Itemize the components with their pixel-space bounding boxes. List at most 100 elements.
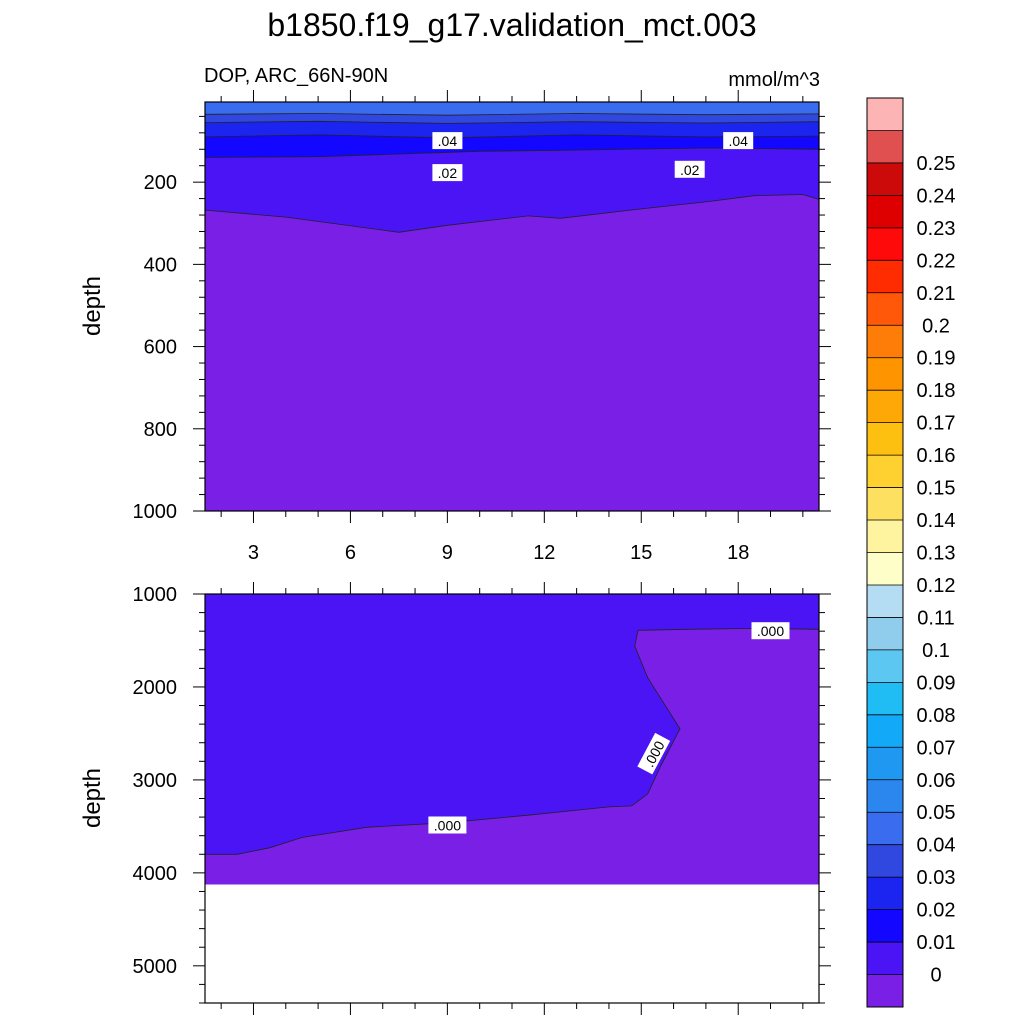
colorbar-box	[867, 682, 903, 716]
colorbar-label: 0.04	[917, 835, 956, 857]
x-tick-label: 3	[248, 542, 259, 564]
colorbar-box	[867, 812, 903, 845]
y-tick-label: 2000	[133, 677, 178, 699]
colorbar-box	[867, 260, 903, 294]
colorbar-box	[867, 98, 903, 131]
x-tick-label: 12	[533, 542, 555, 564]
colorbar-box	[867, 942, 903, 975]
x-tick-label: 6	[345, 542, 356, 564]
colorbar-box	[867, 779, 903, 813]
colorbar-box	[867, 422, 903, 456]
y-tick-label: 200	[144, 172, 177, 194]
colorbar-box	[867, 747, 903, 781]
colorbar-label: 0.05	[917, 802, 956, 824]
colorbar-box	[867, 162, 903, 196]
x-tick-label: 18	[727, 542, 749, 564]
colorbar-box	[867, 227, 903, 261]
y-tick-label: 1000	[133, 584, 178, 606]
contour-label-text: .000	[757, 623, 784, 639]
colorbar-box	[867, 552, 903, 586]
figure-title: b1850.f19_g17.validation_mct.003	[267, 7, 756, 43]
panel-subtitle-units: mmol/m^3	[728, 69, 820, 91]
colorbar-label: 0.22	[917, 250, 956, 272]
colorbar-label: 0.16	[917, 445, 956, 467]
colorbar-label: 0.14	[917, 510, 956, 532]
colorbar-label: 0.15	[917, 478, 956, 500]
colorbar-box	[867, 649, 903, 683]
contour-fill-group	[205, 102, 819, 511]
panel-subtitle-variable: DOP, ARC_66N-90N	[204, 65, 388, 87]
contour-line-0	[205, 194, 819, 233]
colorbar-label: 0.13	[917, 543, 956, 565]
contour-line-0	[205, 627, 819, 855]
colorbar-label: 0.06	[917, 770, 956, 792]
colorbar-label: 0.02	[917, 900, 956, 922]
contour-label-text: .04	[728, 133, 748, 149]
colorbar-label: 0.03	[917, 867, 956, 889]
colorbar-label: 0.19	[917, 348, 956, 370]
colorbar: 0 0.01 0.02 0.03 0.04 0.05 0.06 0.07 0.08 0.09 0.1…	[866, 97, 956, 1008]
colorbar-label: 0.08	[917, 705, 956, 727]
contour-label: .000	[751, 622, 790, 640]
contour-line-0.03	[205, 120, 819, 124]
colorbar-box	[867, 292, 903, 326]
colorbar-box	[867, 714, 903, 748]
upper-depth-section-plot: .04 .04 .02 .02 200 400 600 800 1000 depth 3 6 9 12 15…	[79, 90, 831, 564]
colorbar-label: 0.24	[917, 185, 956, 207]
contour-band-0	[205, 194, 819, 511]
contour-band-0	[205, 628, 819, 885]
colorbar-label: 0.01	[917, 932, 956, 954]
colorbar-label: 0.21	[917, 283, 956, 305]
y-tick-label: 800	[144, 419, 177, 441]
contour-label: .04	[723, 132, 754, 150]
colorbar-box	[867, 195, 903, 229]
colorbar-label: 0.12	[917, 575, 956, 597]
y-tick-label: 600	[144, 337, 177, 359]
y-tick-label: 4000	[133, 863, 178, 885]
contour-label-text: .04	[438, 133, 458, 149]
colorbar-box	[867, 390, 903, 423]
colorbar-box	[867, 357, 903, 391]
colorbar-label: 0.23	[917, 218, 956, 240]
contour-label-text: .000	[434, 818, 461, 834]
y-tick-label: 400	[144, 254, 177, 276]
contour-line-0.04	[205, 113, 819, 116]
contour-label: .02	[674, 160, 705, 178]
colorbar-label: 0.07	[917, 737, 956, 759]
contour-label: .000	[428, 816, 467, 834]
colorbar-box	[867, 844, 903, 878]
y-tick-label: 3000	[133, 770, 178, 792]
contour-label-text: .02	[680, 162, 700, 178]
y-tick-label: 5000	[133, 956, 178, 978]
contour-fill-group	[205, 594, 819, 885]
colorbar-frame	[866, 97, 904, 1008]
colorbar-box	[867, 130, 903, 164]
colorbar-box	[867, 974, 903, 1008]
colorbar-box	[867, 325, 903, 359]
y-axis-title: depth	[79, 768, 106, 828]
colorbar-label: 0.17	[917, 413, 956, 435]
colorbar-box	[867, 584, 903, 618]
colorbar-box	[867, 487, 903, 521]
contour-label-text: .02	[438, 165, 458, 181]
colorbar-label: 0.09	[917, 672, 956, 694]
x-tick-label: 9	[442, 542, 453, 564]
colorbar-label: 0.1	[922, 640, 950, 662]
colorbar-box	[867, 520, 903, 553]
colorbar-label: 0.18	[917, 380, 956, 402]
colorbar-label: 0.2	[922, 315, 950, 337]
y-tick-label: 1000	[133, 501, 178, 523]
colorbar-box	[867, 617, 903, 651]
contour-label: .02	[432, 164, 463, 182]
colorbar-box	[867, 877, 903, 910]
colorbar-box	[867, 909, 903, 943]
colorbar-label: 0	[930, 965, 941, 987]
x-tick-label: 15	[630, 542, 652, 564]
y-axis-title: depth	[79, 276, 106, 336]
contour-label: .04	[432, 132, 463, 150]
colorbar-label: 0.11	[917, 607, 954, 629]
colorbar-box	[867, 455, 903, 488]
colorbar-label: 0.25	[917, 153, 956, 175]
